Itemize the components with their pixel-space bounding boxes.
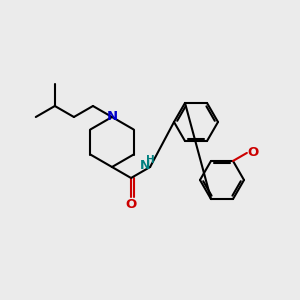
- Text: N: N: [106, 110, 118, 124]
- Text: H: H: [146, 155, 154, 165]
- Text: N: N: [140, 158, 150, 172]
- Text: O: O: [125, 198, 137, 211]
- Text: O: O: [247, 146, 259, 159]
